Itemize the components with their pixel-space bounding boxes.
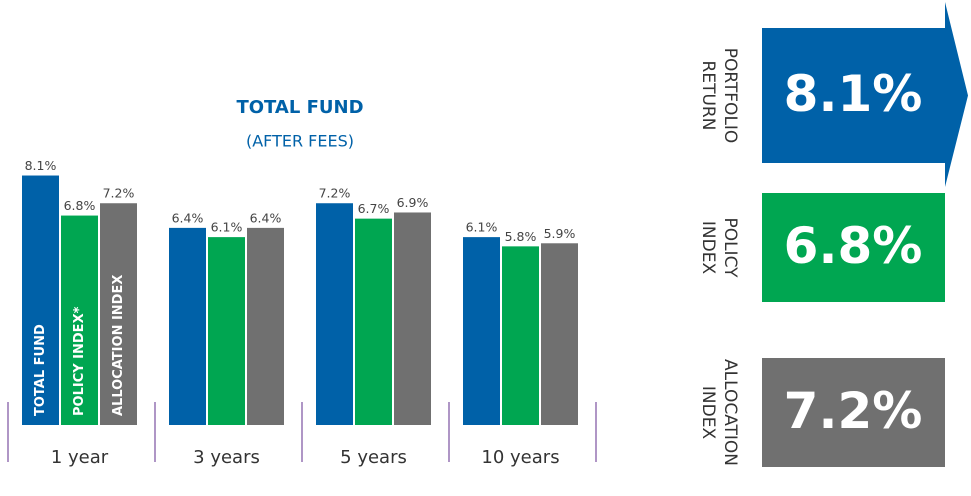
bar	[22, 175, 59, 425]
bar	[316, 203, 353, 425]
bar	[355, 218, 392, 425]
bar	[394, 212, 431, 425]
callout-label: RETURN	[698, 61, 718, 131]
value-label: 5.8%	[505, 229, 537, 244]
callout-value: 7.2%	[784, 382, 923, 440]
series-name: ALLOCATION INDEX	[111, 275, 126, 416]
value-label: 6.7%	[358, 201, 390, 216]
value-label: 6.4%	[250, 210, 282, 225]
callout-label: INDEX	[698, 386, 718, 440]
chart-title: TOTAL FUND	[236, 97, 363, 118]
bar	[100, 203, 137, 425]
x-tick-label: 3 years	[193, 447, 260, 468]
value-label: 6.4%	[172, 210, 204, 225]
series-name: TOTAL FUND	[33, 324, 48, 416]
bar	[208, 237, 245, 425]
x-tick-label: 10 years	[481, 447, 559, 468]
value-label: 6.8%	[64, 198, 96, 213]
value-label: 6.1%	[211, 220, 243, 235]
callout-box	[762, 358, 945, 467]
value-label: 8.1%	[25, 158, 57, 173]
x-tick-label: 5 years	[340, 447, 407, 468]
bar	[502, 246, 539, 425]
value-label: 6.9%	[397, 195, 429, 210]
bar	[541, 243, 578, 425]
callout-label: INDEX	[698, 221, 718, 275]
callout-box	[762, 193, 945, 302]
bar	[169, 227, 206, 425]
value-label: 6.1%	[466, 220, 498, 235]
series-name: POLICY INDEX*	[72, 306, 87, 416]
value-label: 7.2%	[319, 186, 351, 201]
chart-subtitle: (AFTER FEES)	[246, 132, 354, 151]
callout-value: 8.1%	[784, 65, 923, 123]
value-label: 7.2%	[103, 186, 135, 201]
callout-label: POLICY	[720, 217, 740, 278]
callout-label: ALLOCATION	[720, 359, 740, 466]
callout-label: PORTFOLIO	[720, 48, 740, 144]
bar	[463, 237, 500, 425]
callout-box	[762, 2, 968, 187]
bar	[247, 227, 284, 425]
bar	[61, 215, 98, 425]
callout-value: 6.8%	[784, 217, 923, 275]
x-tick-label: 1 year	[51, 447, 109, 468]
value-label: 5.9%	[544, 226, 576, 241]
